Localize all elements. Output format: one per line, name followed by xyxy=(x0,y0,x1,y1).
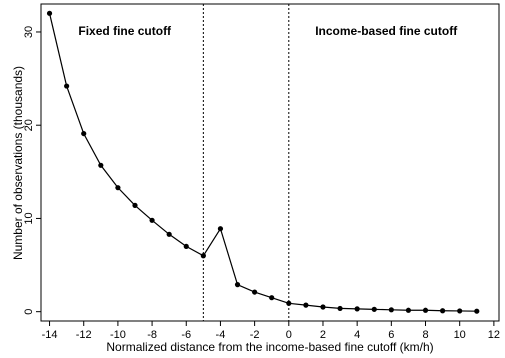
x-tick-label: -6 xyxy=(181,329,191,341)
data-point xyxy=(217,226,224,232)
x-tick-label: -2 xyxy=(250,329,260,341)
data-point xyxy=(457,308,463,314)
data-point xyxy=(183,243,189,250)
plot-frame xyxy=(40,3,500,322)
data-point xyxy=(234,282,241,288)
data-point xyxy=(388,307,394,313)
y-tick-label: 20 xyxy=(23,119,35,131)
data-point xyxy=(354,306,360,312)
x-tick-label: 8 xyxy=(422,329,428,341)
x-tick-label: 2 xyxy=(320,329,326,341)
y-axis-ticks: 0 10 20 30 xyxy=(23,26,41,315)
data-point xyxy=(81,130,87,137)
x-tick-label: -4 xyxy=(216,329,226,341)
data-point xyxy=(46,10,53,16)
data-point xyxy=(422,307,429,313)
y-tick-label: 30 xyxy=(23,26,35,38)
data-point xyxy=(166,231,172,237)
x-tick-label: 0 xyxy=(286,329,292,341)
x-tick-label: 12 xyxy=(488,329,500,341)
x-tick-label: -8 xyxy=(147,329,157,341)
data-point xyxy=(269,295,275,301)
y-tick-label: 10 xyxy=(23,212,35,224)
x-tick-label: 6 xyxy=(388,329,394,341)
x-axis-ticks: -14 -12 -10 -8 -6 -4 -2 0 2 4 6 8 10 12 xyxy=(42,321,500,341)
cutoff-lines xyxy=(202,4,290,321)
y-axis-title: Number of observations (thousands) xyxy=(11,66,25,260)
data-point xyxy=(474,308,480,314)
data-point xyxy=(303,302,309,308)
data-point xyxy=(252,289,258,295)
annotation-label: Fixed fine cutoff xyxy=(78,24,172,38)
data-point xyxy=(440,308,446,314)
data-point xyxy=(371,306,377,312)
y-tick-label: 0 xyxy=(23,309,35,315)
series-line xyxy=(48,13,477,312)
annotations: Fixed fine cutoff Income-based fine cutof… xyxy=(78,24,458,38)
x-tick-label: 10 xyxy=(454,329,466,341)
data-point xyxy=(405,307,412,313)
data-point xyxy=(132,202,138,208)
data-point xyxy=(286,300,292,306)
data-point xyxy=(337,305,343,312)
data-point xyxy=(149,217,155,223)
data-point xyxy=(98,162,104,168)
x-tick-label: -14 xyxy=(42,329,58,341)
data-point xyxy=(320,304,326,310)
x-tick-label: -10 xyxy=(110,329,126,341)
data-point xyxy=(115,185,121,191)
annotation-label: Income-based fine cutoff xyxy=(315,24,458,38)
data-point xyxy=(200,253,206,259)
data-series xyxy=(46,10,480,314)
x-tick-label: -12 xyxy=(76,329,92,341)
x-tick-label: 4 xyxy=(354,329,360,341)
x-axis-title: Normalized distance from the income-base… xyxy=(106,340,433,354)
data-point xyxy=(64,83,70,89)
